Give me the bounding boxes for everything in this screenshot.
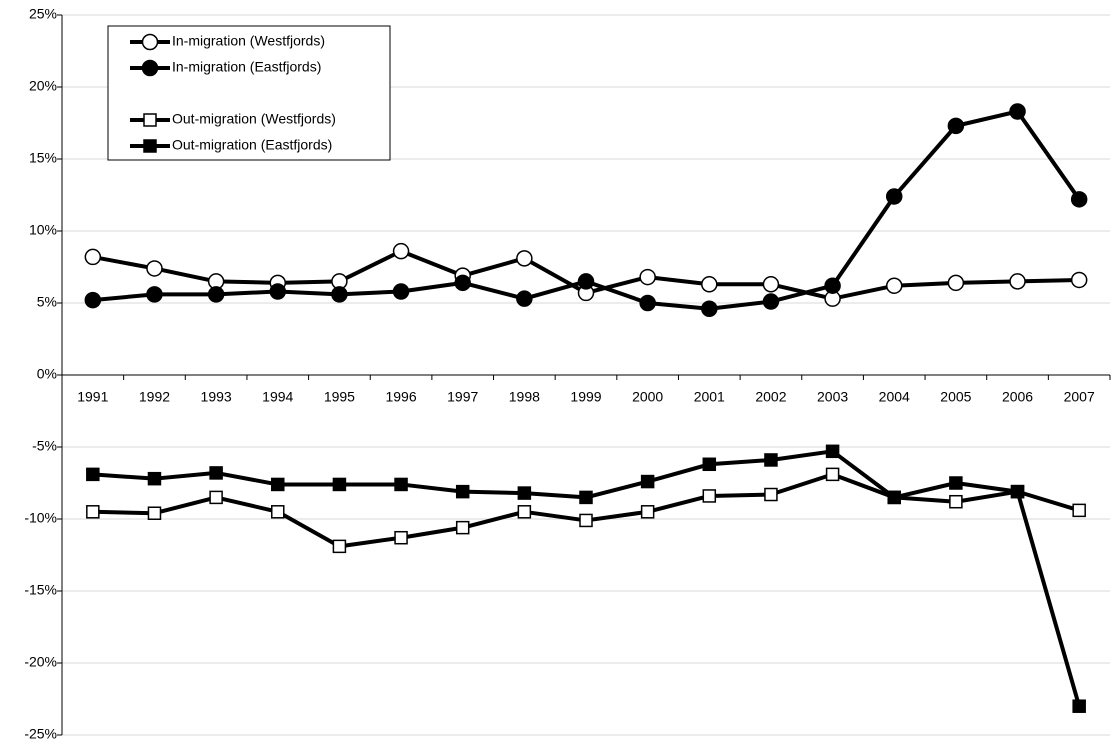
x-tick-label: 1998	[509, 389, 540, 405]
data-point	[1009, 273, 1026, 290]
data-point	[885, 277, 903, 294]
series-line	[92, 472, 1080, 549]
data-point	[701, 300, 718, 318]
data-point	[1070, 271, 1088, 289]
data-point	[640, 474, 655, 489]
data-point	[639, 294, 656, 312]
x-tick-label: 2003	[817, 389, 848, 405]
data-point	[331, 286, 348, 303]
y-tick-label: -5%	[32, 438, 57, 454]
x-tick-label: 1993	[201, 389, 232, 405]
data-point	[1072, 699, 1086, 713]
data-point	[517, 486, 532, 500]
x-tick-label: 1992	[139, 389, 170, 405]
x-tick-label: 1997	[447, 389, 478, 405]
data-point	[579, 490, 593, 505]
data-point	[394, 530, 408, 545]
data-point	[332, 539, 347, 554]
data-point	[885, 188, 903, 205]
legend-label: In-migration (Eastfjords)	[172, 59, 321, 75]
data-point	[640, 505, 655, 519]
data-point	[702, 489, 717, 503]
legend-label: Out-migration (Westfjords)	[172, 111, 336, 127]
x-tick-label: 1994	[262, 389, 293, 405]
data-point	[824, 277, 841, 294]
data-point	[394, 477, 408, 492]
data-point	[86, 467, 100, 482]
y-tick-label: 10%	[29, 222, 57, 238]
data-point	[1009, 103, 1026, 120]
data-point	[454, 274, 471, 292]
x-tick-label: 2002	[755, 389, 786, 405]
data-point	[146, 286, 163, 303]
data-point	[701, 276, 718, 293]
series-line	[92, 449, 1082, 707]
data-point	[517, 505, 532, 519]
y-tick-label: -10%	[24, 510, 57, 526]
data-point	[764, 487, 778, 502]
data-point	[84, 248, 102, 266]
data-point	[84, 291, 102, 309]
y-tick-label: 0%	[37, 366, 57, 382]
data-point	[147, 471, 162, 486]
data-point	[86, 505, 100, 519]
data-point	[825, 444, 840, 459]
data-point	[949, 476, 963, 490]
y-tick-label: 5%	[37, 294, 57, 310]
data-point	[702, 457, 717, 472]
data-point	[516, 290, 533, 307]
y-tick-label: -25%	[24, 726, 57, 742]
legend-marker	[141, 33, 159, 51]
data-point	[392, 283, 410, 300]
y-tick-label: 20%	[29, 78, 57, 94]
data-point	[639, 268, 656, 286]
data-point	[271, 477, 285, 492]
data-point	[271, 505, 285, 519]
x-tick-label: 2001	[694, 389, 725, 405]
x-tick-label: 2007	[1064, 389, 1095, 405]
data-point	[947, 274, 965, 292]
x-tick-label: 2000	[632, 389, 663, 405]
y-tick-label: -20%	[24, 654, 57, 670]
data-point	[947, 117, 965, 135]
data-point	[332, 477, 347, 492]
data-point	[887, 490, 901, 505]
data-point	[762, 293, 780, 310]
data-point	[1072, 503, 1086, 518]
x-tick-label: 1999	[570, 389, 601, 405]
data-point	[579, 513, 593, 528]
legend-marker	[143, 113, 157, 127]
legend-label: Out-migration (Eastfjords)	[172, 137, 332, 153]
data-point	[1070, 191, 1088, 208]
data-point	[269, 283, 287, 300]
data-point	[949, 494, 963, 509]
x-tick-label: 1996	[385, 389, 416, 405]
data-point	[207, 286, 225, 303]
data-point	[577, 273, 595, 290]
x-tick-label: 2004	[879, 389, 910, 405]
y-tick-label: -15%	[24, 582, 57, 598]
data-point	[392, 242, 410, 260]
data-point	[209, 490, 223, 505]
legend-label: In-migration (Westfjords)	[172, 33, 325, 49]
data-point	[455, 484, 470, 499]
data-point	[209, 466, 223, 480]
data-point	[764, 453, 778, 467]
x-tick-label: 2006	[1002, 389, 1033, 405]
legend-marker	[143, 139, 157, 153]
data-point	[147, 506, 162, 520]
x-tick-label: 2005	[940, 389, 971, 405]
data-point	[516, 250, 533, 267]
y-tick-label: 25%	[29, 6, 57, 22]
data-point	[455, 520, 470, 535]
data-point	[762, 276, 780, 293]
data-point	[146, 260, 163, 277]
y-tick-label: 15%	[29, 150, 57, 166]
x-tick-label: 1991	[77, 389, 108, 405]
data-point	[825, 467, 840, 482]
x-tick-label: 1995	[324, 389, 355, 405]
legend-marker	[141, 59, 159, 77]
data-point	[1010, 484, 1025, 499]
